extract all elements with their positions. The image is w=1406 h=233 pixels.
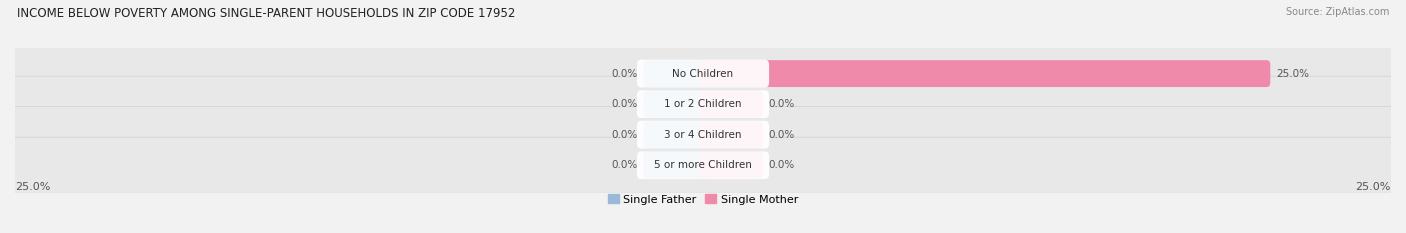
FancyBboxPatch shape [637, 90, 769, 118]
Text: INCOME BELOW POVERTY AMONG SINGLE-PARENT HOUSEHOLDS IN ZIP CODE 17952: INCOME BELOW POVERTY AMONG SINGLE-PARENT… [17, 7, 515, 20]
Text: 5 or more Children: 5 or more Children [654, 160, 752, 170]
Legend: Single Father, Single Mother: Single Father, Single Mother [607, 194, 799, 205]
Text: 1 or 2 Children: 1 or 2 Children [664, 99, 742, 109]
Text: 0.0%: 0.0% [769, 99, 794, 109]
Text: 0.0%: 0.0% [612, 99, 637, 109]
FancyBboxPatch shape [643, 91, 706, 118]
FancyBboxPatch shape [643, 152, 706, 179]
Text: 0.0%: 0.0% [612, 160, 637, 170]
FancyBboxPatch shape [637, 60, 769, 88]
FancyBboxPatch shape [643, 60, 706, 87]
Text: 25.0%: 25.0% [1355, 182, 1391, 192]
Text: 0.0%: 0.0% [612, 69, 637, 79]
Text: No Children: No Children [672, 69, 734, 79]
Text: 0.0%: 0.0% [612, 130, 637, 140]
Text: 0.0%: 0.0% [769, 160, 794, 170]
FancyBboxPatch shape [700, 121, 763, 148]
FancyBboxPatch shape [10, 46, 1396, 102]
Text: 25.0%: 25.0% [1277, 69, 1309, 79]
Text: 3 or 4 Children: 3 or 4 Children [664, 130, 742, 140]
FancyBboxPatch shape [637, 121, 769, 149]
Text: 25.0%: 25.0% [15, 182, 51, 192]
Text: Source: ZipAtlas.com: Source: ZipAtlas.com [1285, 7, 1389, 17]
FancyBboxPatch shape [10, 137, 1396, 193]
FancyBboxPatch shape [700, 60, 1270, 87]
FancyBboxPatch shape [10, 107, 1396, 163]
FancyBboxPatch shape [10, 76, 1396, 132]
FancyBboxPatch shape [637, 151, 769, 179]
Text: 0.0%: 0.0% [769, 130, 794, 140]
FancyBboxPatch shape [643, 121, 706, 148]
FancyBboxPatch shape [700, 152, 763, 179]
FancyBboxPatch shape [700, 91, 763, 118]
